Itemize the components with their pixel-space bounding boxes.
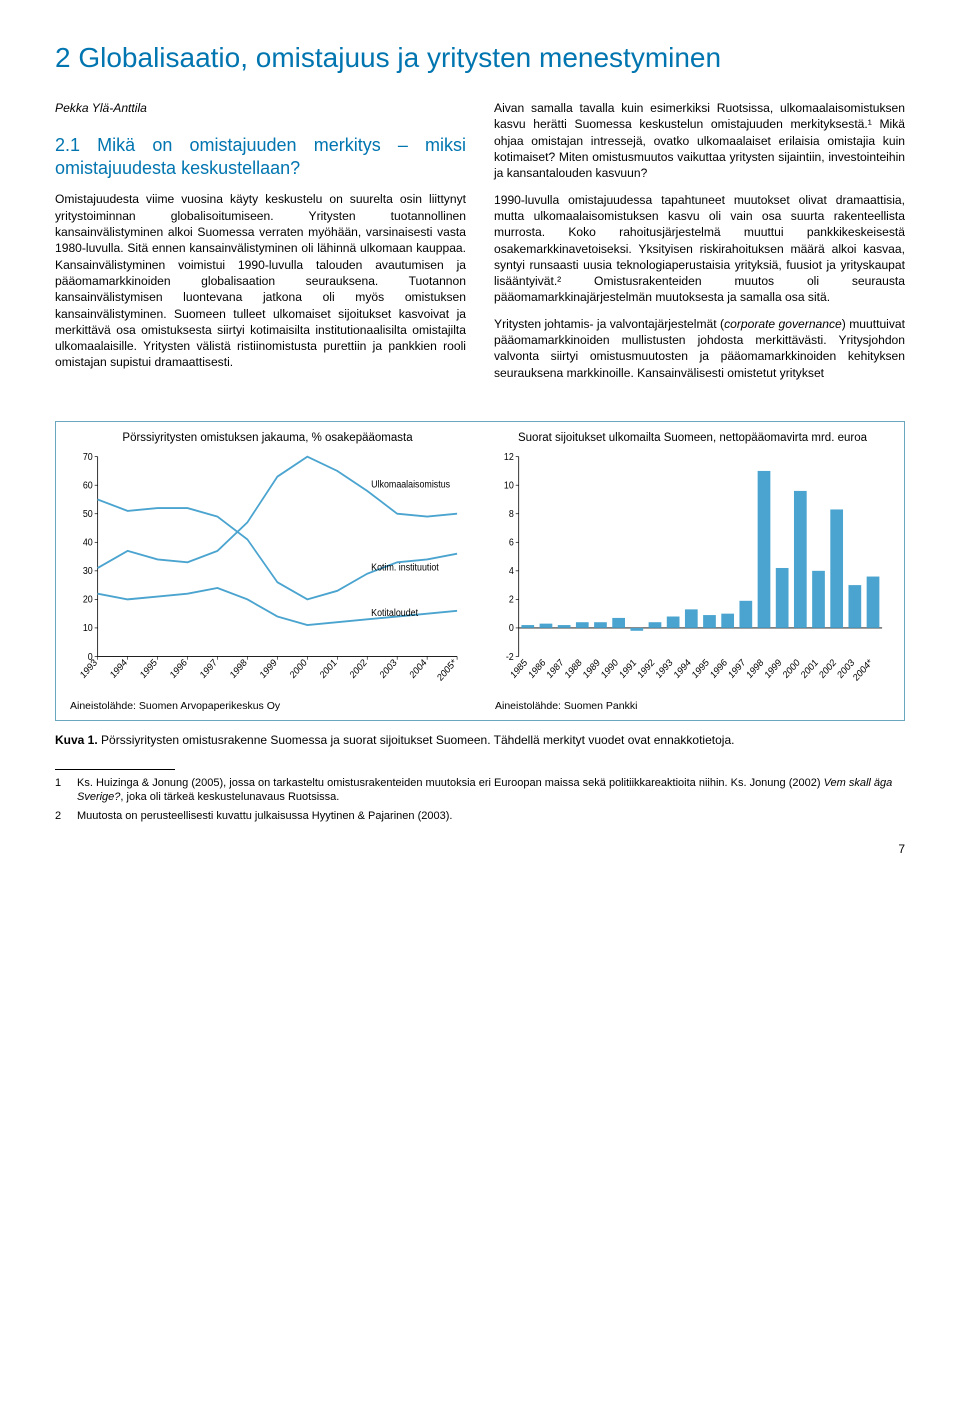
body-paragraph: Omistajuudesta viime vuosina käyty kesku… bbox=[55, 191, 466, 370]
svg-text:2001: 2001 bbox=[799, 657, 820, 681]
svg-text:1998: 1998 bbox=[228, 657, 249, 681]
footnote: 1 Ks. Huizinga & Jonung (2005), jossa on… bbox=[55, 776, 905, 806]
svg-text:1996: 1996 bbox=[708, 657, 729, 681]
svg-text:0: 0 bbox=[509, 623, 514, 635]
svg-text:1987: 1987 bbox=[545, 657, 566, 681]
svg-text:12: 12 bbox=[504, 451, 514, 463]
chart-right: Suorat sijoitukset ulkomailta Suomeen, n… bbox=[495, 432, 890, 712]
subsection-title: 2.1 Mikä on omistajuuden merkitys – miks… bbox=[55, 134, 466, 179]
svg-text:40: 40 bbox=[83, 537, 93, 549]
svg-text:1994: 1994 bbox=[672, 657, 693, 681]
footnote-text: Muutosta on perusteellisesti kuvattu jul… bbox=[77, 809, 452, 824]
svg-text:2002: 2002 bbox=[817, 657, 838, 681]
svg-text:1992: 1992 bbox=[636, 657, 657, 681]
svg-text:2004*: 2004* bbox=[851, 657, 875, 684]
figure-caption: Kuva 1. Pörssiyritysten omistusrakenne S… bbox=[55, 733, 905, 749]
svg-text:2003: 2003 bbox=[378, 657, 399, 681]
chart-source: Aineistolähde: Suomen Pankki bbox=[495, 700, 890, 712]
author: Pekka Ylä-Anttila bbox=[55, 100, 466, 116]
svg-text:Ulkomaalaisomistus: Ulkomaalaisomistus bbox=[371, 479, 450, 491]
svg-text:1991: 1991 bbox=[618, 657, 639, 681]
figure-panel: Pörssiyritysten omistuksen jakauma, % os… bbox=[55, 421, 905, 721]
svg-text:50: 50 bbox=[83, 508, 93, 520]
chart-title: Pörssiyritysten omistuksen jakauma, % os… bbox=[70, 432, 465, 446]
body-columns: Pekka Ylä-Anttila 2.1 Mikä on omistajuud… bbox=[55, 100, 905, 391]
svg-text:2004: 2004 bbox=[408, 657, 429, 681]
section-title: 2 Globalisaatio, omistajuus ja yritysten… bbox=[55, 40, 735, 75]
svg-text:Kotim. instituutiot: Kotim. instituutiot bbox=[371, 562, 439, 574]
svg-text:1990: 1990 bbox=[599, 657, 620, 681]
body-paragraph: 1990-luvulla omistajuudessa tapahtuneet … bbox=[494, 192, 905, 306]
svg-text:20: 20 bbox=[83, 594, 93, 606]
right-column: Aivan samalla tavalla kuin esimerkiksi R… bbox=[494, 100, 905, 391]
svg-text:10: 10 bbox=[83, 623, 93, 635]
svg-text:1995: 1995 bbox=[690, 657, 711, 681]
svg-text:1986: 1986 bbox=[527, 657, 548, 681]
body-paragraph: Yritysten johtamis- ja valvontajärjestel… bbox=[494, 316, 905, 381]
chart-area: -202468101219851986198719881989199019911… bbox=[495, 450, 890, 694]
svg-text:1995: 1995 bbox=[138, 657, 159, 681]
svg-text:1993: 1993 bbox=[654, 657, 675, 681]
svg-text:1988: 1988 bbox=[563, 657, 584, 681]
footnote: 2 Muutosta on perusteellisesti kuvattu j… bbox=[55, 809, 905, 824]
footnote-rule bbox=[55, 769, 175, 770]
svg-text:1999: 1999 bbox=[763, 657, 784, 681]
svg-text:1994: 1994 bbox=[108, 657, 129, 681]
chart-title: Suorat sijoitukset ulkomailta Suomeen, n… bbox=[495, 432, 890, 446]
svg-text:2000: 2000 bbox=[781, 657, 802, 681]
svg-text:2001: 2001 bbox=[318, 657, 339, 681]
svg-text:70: 70 bbox=[83, 451, 93, 463]
svg-text:1993: 1993 bbox=[78, 657, 99, 681]
chart-left: Pörssiyritysten omistuksen jakauma, % os… bbox=[70, 432, 465, 712]
svg-text:8: 8 bbox=[509, 508, 514, 520]
figure-label: Kuva 1. bbox=[55, 733, 98, 747]
svg-text:Kotitaloudet: Kotitaloudet bbox=[371, 607, 418, 619]
svg-text:10: 10 bbox=[504, 480, 514, 492]
italic-term: corporate governance bbox=[724, 317, 842, 331]
svg-text:4: 4 bbox=[509, 566, 514, 578]
figure-caption-tail: Tähdellä merkityt vuodet ovat ennakkotie… bbox=[491, 733, 735, 747]
chart-source: Aineistolähde: Suomen Arvopaperikeskus O… bbox=[70, 700, 465, 712]
text: Yritysten johtamis- ja valvontajärjestel… bbox=[494, 317, 724, 331]
svg-text:1996: 1996 bbox=[168, 657, 189, 681]
svg-text:1997: 1997 bbox=[198, 657, 219, 681]
text: Ks. Huizinga & Jonung (2005), jossa on t… bbox=[77, 777, 824, 789]
svg-text:2005*: 2005* bbox=[435, 657, 459, 684]
svg-text:1989: 1989 bbox=[581, 657, 602, 681]
svg-text:2000: 2000 bbox=[288, 657, 309, 681]
chart-area: 0102030405060701993199419951996199719981… bbox=[70, 450, 465, 694]
footnote-text: Ks. Huizinga & Jonung (2005), jossa on t… bbox=[77, 776, 905, 806]
left-column: Pekka Ylä-Anttila 2.1 Mikä on omistajuud… bbox=[55, 100, 466, 391]
page-number: 7 bbox=[55, 842, 905, 856]
svg-text:60: 60 bbox=[83, 480, 93, 492]
svg-text:-2: -2 bbox=[506, 651, 514, 663]
svg-text:6: 6 bbox=[509, 537, 514, 549]
svg-text:1999: 1999 bbox=[258, 657, 279, 681]
figure-caption-main: Pörssiyritysten omistusrakenne Suomessa … bbox=[98, 733, 491, 747]
svg-text:1998: 1998 bbox=[745, 657, 766, 681]
text: , joka oli tärkeä keskustelunavaus Ruots… bbox=[120, 791, 339, 803]
svg-text:2002: 2002 bbox=[348, 657, 369, 681]
svg-text:1997: 1997 bbox=[727, 657, 748, 681]
footnote-number: 1 bbox=[55, 776, 77, 806]
body-paragraph: Aivan samalla tavalla kuin esimerkiksi R… bbox=[494, 100, 905, 182]
svg-text:30: 30 bbox=[83, 566, 93, 578]
svg-text:2: 2 bbox=[509, 594, 514, 606]
footnote-number: 2 bbox=[55, 809, 77, 824]
footnotes: 1 Ks. Huizinga & Jonung (2005), jossa on… bbox=[55, 776, 905, 825]
